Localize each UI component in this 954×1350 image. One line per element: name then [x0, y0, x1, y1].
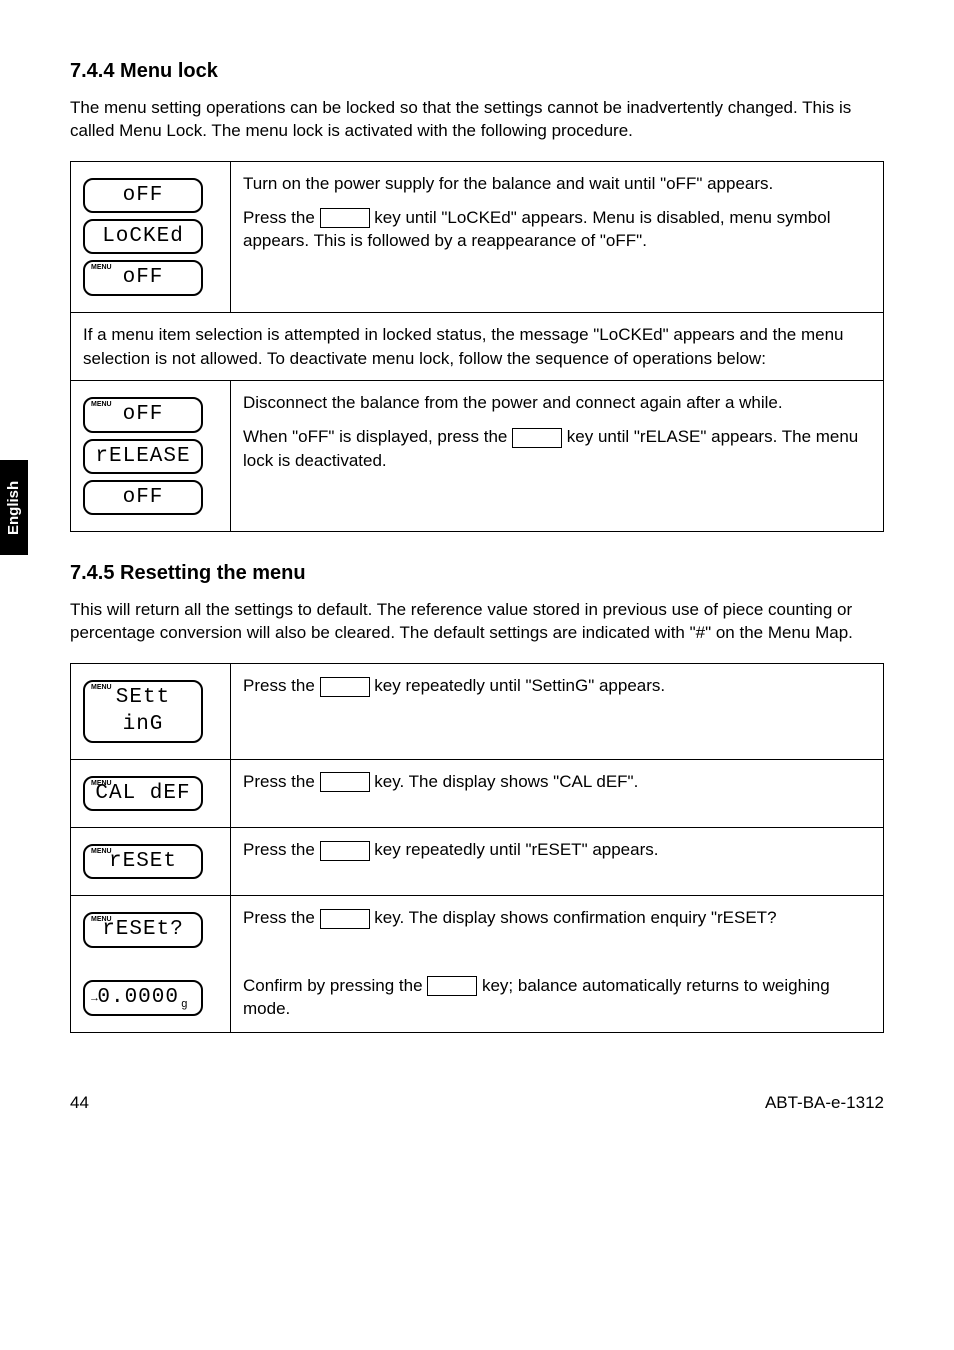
- lcd-reset-q: MENUrESEt?: [83, 912, 203, 947]
- side-language-tab: English: [0, 460, 28, 555]
- key-placeholder-r3: [320, 909, 370, 929]
- lock-mid-text-cell: If a menu item selection is attempted in…: [71, 312, 884, 381]
- lcd-caldef: MENUCAL dEF: [83, 776, 203, 811]
- key-placeholder-r4: [427, 976, 477, 996]
- reset-left-0: MENU SEtt inG: [71, 664, 231, 760]
- key-placeholder-1: [320, 208, 370, 228]
- lcd-release: rELEASE: [83, 439, 203, 474]
- menu-tag-r3: MENU: [91, 915, 112, 924]
- lcd-release-text: rELEASE: [95, 445, 190, 468]
- reset-text-1-post: key. The display shows "CAL dEF".: [370, 772, 639, 791]
- reset-text-2-pre: Press the: [243, 840, 320, 859]
- key-placeholder-2: [512, 428, 562, 448]
- section2-intro: This will return all the settings to def…: [70, 599, 884, 645]
- lock-mid-text: If a menu item selection is attempted in…: [83, 325, 844, 368]
- lcd-off-1: oFF: [83, 178, 203, 213]
- lcd-off-2: MENU oFF: [83, 260, 203, 295]
- reset-text-3-pre: Press the: [243, 908, 320, 927]
- reset-menu-table: MENU SEtt inG Press the key repeatedly un…: [70, 663, 884, 1033]
- menu-tag-icon-2: MENU: [91, 400, 112, 409]
- lcd-reset-q-text: rESEt?: [102, 918, 184, 941]
- lcd-zero-text: 0.0000: [97, 986, 179, 1009]
- lock-text-2b-pre: When "oFF" is displayed, press the: [243, 427, 512, 446]
- lcd-locked: LoCKEd: [83, 219, 203, 254]
- section1-intro: The menu setting operations can be locke…: [70, 97, 884, 143]
- key-placeholder-r0: [320, 677, 370, 697]
- arrow-left-icon: →: [89, 991, 101, 1005]
- lcd-off-1-text: oFF: [123, 184, 164, 207]
- reset-right-2: Press the key repeatedly until "rESET" a…: [231, 828, 884, 896]
- lcd-off-3-text: oFF: [123, 403, 164, 426]
- lcd-setting: MENU SEtt inG: [83, 680, 203, 743]
- lcd-setting-text: SEtt inG: [116, 686, 170, 736]
- lock-text-1b: Press the key until "LoCKEd" appears. Me…: [243, 206, 871, 254]
- lcd-locked-text: LoCKEd: [102, 225, 184, 248]
- lock-text-1a: Turn on the power supply for the balance…: [243, 172, 871, 196]
- reset-left-1: MENUCAL dEF: [71, 759, 231, 827]
- reset-text-0-post: key repeatedly until "SettinG" appears.: [370, 676, 666, 695]
- lcd-off-4-text: oFF: [123, 486, 164, 509]
- key-placeholder-r1: [320, 772, 370, 792]
- section1-heading: 7.4.4 Menu lock: [70, 60, 884, 83]
- lcd-reset: MENUrESEt: [83, 844, 203, 879]
- reset-text-2-post: key repeatedly until "rESET" appears.: [370, 840, 659, 859]
- lock-text-1b-pre: Press the: [243, 208, 320, 227]
- lock-right-col-1: Turn on the power supply for the balance…: [231, 161, 884, 312]
- lock-right-col-2: Disconnect the balance from the power an…: [231, 381, 884, 532]
- lock-text-2b: When "oFF" is displayed, press the key u…: [243, 425, 871, 473]
- reset-left-4: → 0.0000g: [71, 964, 231, 1033]
- reset-text-1-pre: Press the: [243, 772, 320, 791]
- lcd-off-3: MENU oFF: [83, 397, 203, 432]
- lock-left-col-1: oFF LoCKEd MENU oFF: [71, 161, 231, 312]
- key-placeholder-r2: [320, 841, 370, 861]
- lcd-zero: → 0.0000g: [83, 980, 203, 1016]
- reset-right-1: Press the key. The display shows "CAL dE…: [231, 759, 884, 827]
- menu-tag-r1: MENU: [91, 779, 112, 788]
- lcd-off-4: oFF: [83, 480, 203, 515]
- lock-text-2a: Disconnect the balance from the power an…: [243, 391, 871, 415]
- reset-right-4: Confirm by pressing the key; balance aut…: [231, 964, 884, 1033]
- doc-id: ABT-BA-e-1312: [765, 1093, 884, 1113]
- lock-left-col-2: MENU oFF rELEASE oFF: [71, 381, 231, 532]
- lcd-off-2-text: oFF: [123, 266, 164, 289]
- reset-right-0: Press the key repeatedly until "SettinG"…: [231, 664, 884, 760]
- menu-tag-icon: MENU: [91, 263, 112, 272]
- page-footer: 44 ABT-BA-e-1312: [70, 1093, 884, 1113]
- reset-left-3: MENUrESEt?: [71, 896, 231, 964]
- reset-left-2: MENUrESEt: [71, 828, 231, 896]
- reset-text-4-pre: Confirm by pressing the: [243, 976, 427, 995]
- menu-tag-r0: MENU: [91, 683, 112, 692]
- menu-tag-r2: MENU: [91, 847, 112, 856]
- reset-text-3-post: key. The display shows confirmation enqu…: [370, 908, 777, 927]
- reset-right-3: Press the key. The display shows confirm…: [231, 896, 884, 964]
- section2-heading: 7.4.5 Resetting the menu: [70, 562, 884, 585]
- lcd-reset-text: rESEt: [109, 850, 177, 873]
- menu-lock-table: oFF LoCKEd MENU oFF Turn on the power sup…: [70, 161, 884, 532]
- reset-text-0-pre: Press the: [243, 676, 320, 695]
- lcd-zero-unit: g: [181, 999, 189, 1011]
- page-number: 44: [70, 1093, 89, 1113]
